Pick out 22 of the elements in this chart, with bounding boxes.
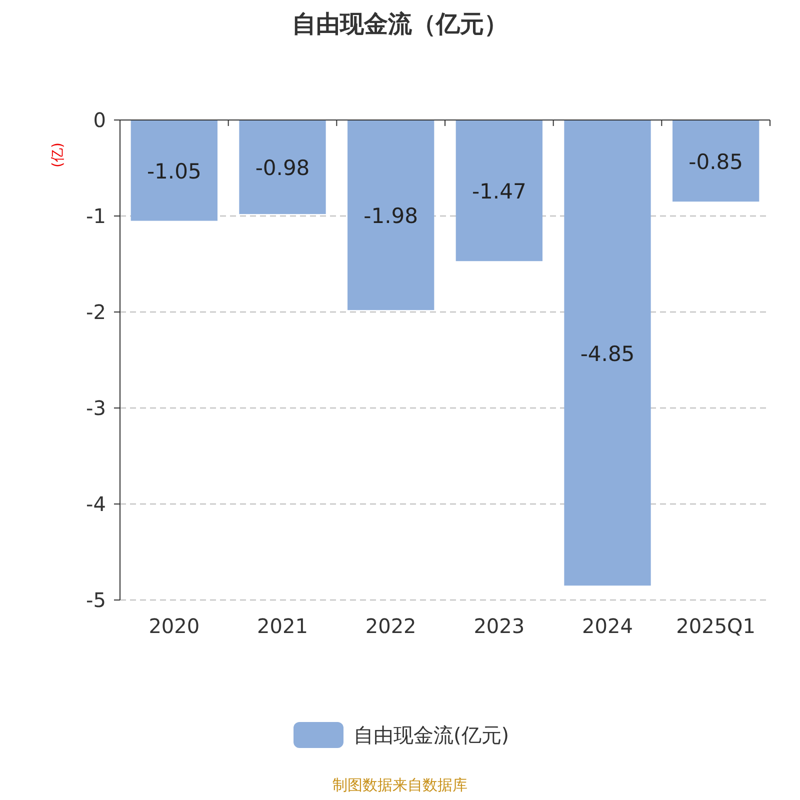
y-tick-label: -1	[86, 204, 106, 228]
data-label: -1.98	[364, 204, 418, 228]
x-tick-label: 2025Q1	[676, 614, 756, 638]
y-tick-label: 0	[93, 108, 106, 132]
y-tick-label: -5	[86, 588, 106, 612]
legend-label: 自由现金流(亿元)	[354, 723, 510, 747]
text: 制图数据来自数据库	[332, 776, 468, 794]
data-label: -1.47	[472, 180, 526, 204]
y-tick-label: -4	[86, 492, 106, 516]
data-label: -1.05	[146, 159, 202, 184]
chart-title: 自由现金流（亿元）	[292, 10, 508, 38]
x-tick-label: 2024	[582, 614, 633, 638]
x-tick-label: 2022	[365, 614, 416, 638]
y-tick-label: -3	[86, 396, 106, 420]
x-tick-label: 2020	[148, 614, 200, 638]
data-label: -0.85	[688, 150, 744, 174]
y-axis-title: (亿)	[50, 142, 66, 168]
data-label: -0.98	[255, 156, 310, 180]
y-tick-label: -2	[86, 300, 106, 324]
x-tick-label: 2021	[257, 614, 308, 638]
data-label: -4.85	[580, 342, 635, 366]
x-tick-label: 2023	[474, 614, 525, 638]
